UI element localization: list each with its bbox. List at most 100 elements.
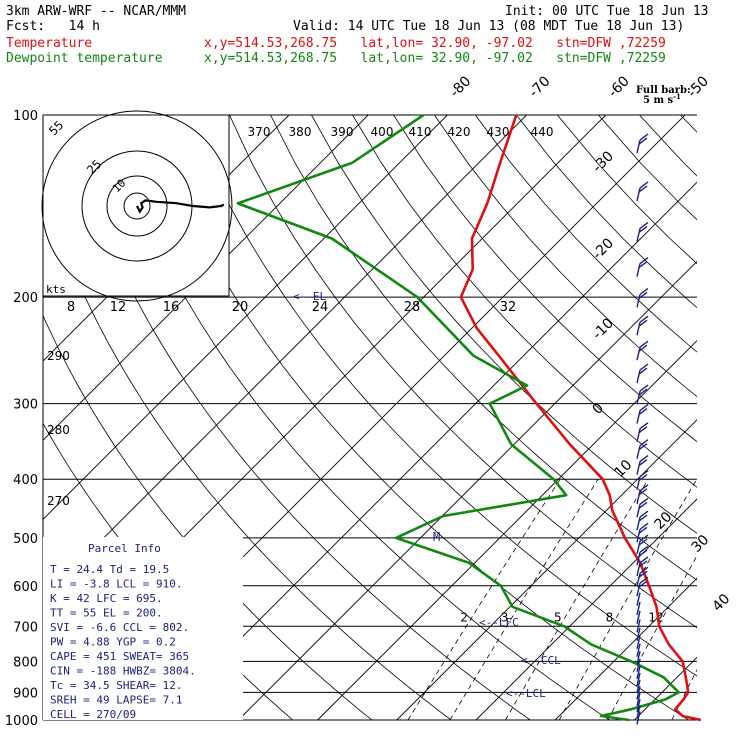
wind-barb-flag bbox=[638, 488, 648, 496]
parcel-info-panel: Parcel Info T = 24.4 Td = 19.5 LI = -3.8 … bbox=[50, 542, 196, 721]
wind-barb bbox=[636, 347, 641, 361]
wind-barb-flag bbox=[638, 526, 648, 534]
theta-label: 390 bbox=[331, 125, 354, 139]
dry-adiabat-lines bbox=[43, 115, 697, 720]
model-title: 3km ARW-WRF -- NCAR/MMM bbox=[6, 4, 187, 19]
wind-barb-flag bbox=[638, 538, 648, 546]
wind-barb-flag bbox=[638, 443, 648, 451]
level-markers: <--EL <--LFC <--CCL <--LCL M bbox=[293, 290, 561, 700]
wind-barb-flag bbox=[639, 470, 649, 478]
isotherm-line bbox=[634, 656, 697, 720]
wind-barb bbox=[636, 601, 641, 616]
pressure-tick-label: 900 bbox=[13, 686, 38, 701]
wind-barb-flag bbox=[639, 181, 649, 189]
wind-barb bbox=[636, 540, 641, 555]
wind-barb-flag bbox=[638, 501, 648, 509]
wind-barb-flag bbox=[638, 388, 648, 396]
init-time: Init: 00 UTC Tue 18 Jun 13 bbox=[505, 4, 709, 19]
wind-barb-flag bbox=[639, 404, 649, 412]
wind-barb-flag bbox=[639, 363, 649, 371]
hodograph-ring-inner bbox=[123, 192, 151, 220]
isotherm-label: -70 bbox=[526, 73, 553, 100]
wind-barb bbox=[636, 679, 641, 693]
valid-time: Valid: 14 UTC Tue 18 Jun 13 (08 MDT Tue … bbox=[293, 19, 685, 34]
wind-speed-scale-label: 16 bbox=[163, 300, 180, 315]
barb-legend-exponent: -1 bbox=[673, 92, 681, 101]
dry-adiabat-line bbox=[393, 115, 697, 443]
wind-barb bbox=[636, 610, 641, 624]
theta-label: 420 bbox=[448, 125, 471, 139]
wind-barb-flag bbox=[639, 340, 649, 348]
pressure-tick-label: 1000 bbox=[5, 714, 38, 729]
isotherm-line bbox=[43, 115, 448, 521]
wind-barb bbox=[636, 445, 641, 459]
dry-adiabat-line bbox=[311, 115, 697, 534]
theta-label: 400 bbox=[371, 125, 394, 139]
dry-adiabat-line bbox=[352, 115, 697, 488]
lcl-marker: <--LCL bbox=[506, 687, 546, 700]
wind-barb bbox=[636, 228, 641, 242]
legend-dewpoint-location: x,y=514.53,268.75 lat,lon= 32.90, -97.02… bbox=[204, 51, 666, 66]
wind-speed-scale-label: 24 bbox=[312, 300, 329, 315]
wind-barb-flag bbox=[638, 514, 648, 522]
wind-barb bbox=[636, 369, 641, 384]
dry-adiabat-line bbox=[557, 115, 697, 265]
isotherm-line bbox=[238, 260, 697, 720]
isotherm-line bbox=[554, 577, 697, 720]
wind-barb-flag bbox=[639, 315, 649, 323]
wind-barb-flag bbox=[638, 570, 648, 578]
dry-adiabat-line bbox=[639, 115, 697, 177]
wind-barb-flag bbox=[638, 291, 648, 300]
theta-label: 280 bbox=[47, 423, 70, 437]
legend-temperature-label: Temperature bbox=[6, 36, 93, 51]
isotherm-label: -80 bbox=[447, 73, 474, 100]
pressure-tick-label: 500 bbox=[13, 532, 38, 547]
wind-barb bbox=[636, 562, 641, 577]
isotherm-line bbox=[475, 498, 697, 720]
isotherm-line bbox=[714, 115, 740, 720]
dewpoint-trace bbox=[236, 113, 680, 722]
wind-barb bbox=[636, 619, 641, 633]
isotherm-label: 10 bbox=[612, 457, 636, 481]
wind-barb bbox=[636, 139, 641, 154]
wind-barb-flag bbox=[639, 133, 649, 141]
parcel-info-row: T = 24.4 Td = 19.5 bbox=[50, 563, 169, 576]
dry-adiabat-line bbox=[270, 115, 697, 581]
wind-barb-flag bbox=[639, 484, 649, 492]
wind-barb bbox=[636, 651, 641, 665]
mixing-ratio-line bbox=[407, 478, 561, 720]
wind-barb bbox=[636, 552, 641, 566]
wind-barb bbox=[636, 294, 641, 308]
wind-barb bbox=[636, 635, 641, 650]
isotherm-line bbox=[158, 181, 697, 720]
mixing-ratio-label: 5 bbox=[554, 610, 562, 624]
wind-speed-scale-label: 32 bbox=[500, 300, 517, 315]
wind-barb-flag bbox=[639, 221, 649, 230]
wind-barbs bbox=[636, 133, 649, 725]
isotherm-line bbox=[317, 339, 697, 720]
wind-barb-flag bbox=[639, 256, 649, 265]
hodograph-frame bbox=[42, 114, 230, 297]
wind-speed-scale-label: 12 bbox=[110, 300, 127, 315]
pressure-tick-label: 100 bbox=[13, 109, 38, 124]
wind-barb-flag bbox=[639, 439, 649, 447]
dry-adiabat-line bbox=[680, 115, 697, 133]
wind-barb-flag bbox=[639, 534, 649, 542]
wind-barb-flag bbox=[638, 319, 648, 327]
wind-speed-scale-label: 20 bbox=[232, 300, 249, 315]
wind-barb bbox=[636, 582, 641, 597]
wind-barb-flag bbox=[638, 426, 648, 434]
parcel-info-row: SREH = 49 LAPSE= 7.1 bbox=[50, 694, 182, 707]
legend-temperature-location: x,y=514.53,268.75 lat,lon= 32.90, -97.02… bbox=[204, 36, 666, 51]
wind-barb-flag bbox=[639, 497, 649, 505]
wind-barb bbox=[636, 410, 641, 424]
sounding-traces bbox=[236, 113, 702, 722]
wind-barb-flag bbox=[639, 510, 649, 518]
wind-barb bbox=[636, 686, 641, 700]
theta-label: 270 bbox=[47, 494, 70, 508]
wind-barb-flag bbox=[638, 549, 648, 557]
mixing-ratio-label: 2 bbox=[460, 610, 468, 624]
pressure-tick-label: 300 bbox=[13, 398, 38, 413]
wind-barb bbox=[636, 529, 641, 543]
